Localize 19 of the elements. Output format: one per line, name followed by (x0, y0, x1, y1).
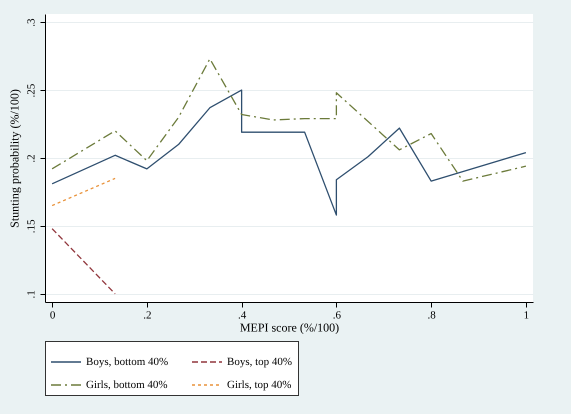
x-tick-label: .8 (428, 310, 436, 322)
line-series (51, 89, 527, 216)
legend-label: Boys, top 40% (227, 356, 292, 368)
y-tick-label: .1 (26, 290, 38, 298)
y-tick-label: .2 (26, 154, 38, 163)
y-tick-label: .15 (26, 219, 38, 234)
line-series (51, 58, 527, 182)
y-axis-title: Stunting probability (%/100) (8, 89, 22, 228)
x-tick-label: 1 (524, 310, 530, 322)
y-tick-label: .25 (26, 83, 38, 98)
x-tick-label: .4 (238, 310, 247, 322)
x-tick-label: .2 (143, 310, 152, 322)
legend-label: Girls, top 40% (227, 379, 292, 391)
x-tick-label: .6 (332, 310, 342, 322)
legend-label: Girls, bottom 40% (86, 379, 168, 391)
x-tick-label: 0 (50, 310, 56, 322)
legend-label: Boys, bottom 40% (86, 356, 168, 368)
y-tick-label: .3 (26, 18, 38, 27)
x-axis-title: MEPI score (%/100) (240, 320, 340, 334)
